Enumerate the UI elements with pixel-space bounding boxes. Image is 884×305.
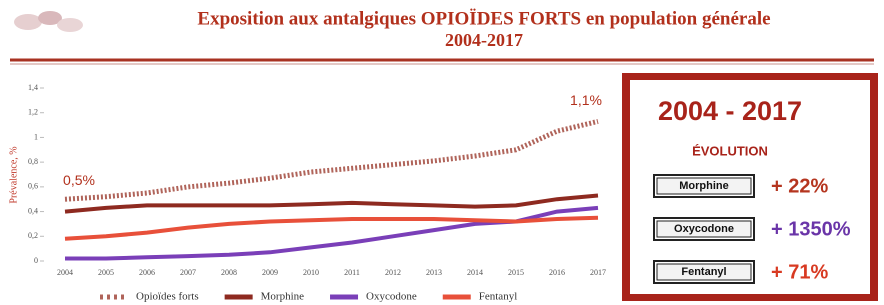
x-tick-label: 2010 [303,268,319,277]
annotation: 1,1% [570,92,602,108]
legend-label: Oxycodone [366,291,417,303]
panel-subtitle: ÉVOLUTION [692,143,768,158]
row-label: Morphine [679,180,729,192]
annotation: 0,5% [63,172,95,188]
y-tick-label: 1 [34,132,38,141]
row-change: + 1350% [771,218,851,240]
y-tick-label: 0,4 [28,206,38,215]
x-tick-label: 2007 [180,268,196,277]
chart-subtitle: 2004-2017 [445,30,523,50]
x-tick-label: 2008 [221,268,237,277]
pill-icons [14,11,83,32]
row-change: + 71% [771,261,828,283]
row-change: + 22% [771,175,828,197]
panel-title: 2004 - 2017 [658,96,802,126]
x-tick-label: 2012 [385,268,401,277]
y-tick-label: 0,6 [28,182,38,191]
x-tick-label: 2013 [426,268,442,277]
x-tick-label: 2011 [344,268,360,277]
chart: Exposition aux antalgiques OPIOÏDES FORT… [0,0,884,305]
legend-label: Fentanyl [479,291,518,303]
series-line [65,218,598,239]
y-tick-label: 1,4 [28,83,38,92]
x-tick-label: 2016 [549,268,565,277]
x-tick-label: 2005 [98,268,114,277]
x-tick-label: 2009 [262,268,278,277]
x-tick-label: 2017 [590,268,606,277]
row-label: Fentanyl [681,266,726,278]
legend-label: Morphine [261,291,305,303]
y-tick-label: 1,2 [28,108,38,117]
y-axis-label: Prévalence, % [8,146,19,203]
x-tick-label: 2006 [139,268,155,277]
x-tick-label: 2014 [467,268,483,277]
y-tick-label: 0 [34,256,38,265]
x-tick-label: 2015 [508,268,524,277]
y-tick-label: 0,2 [28,231,38,240]
series-line [65,196,598,212]
y-tick-label: 0,8 [28,157,38,166]
row-label: Oxycodone [674,223,734,235]
page: Exposition aux antalgiques OPIOÏDES FORT… [0,0,884,305]
legend-label: Opioïdes forts [136,291,199,303]
series-line [65,121,598,199]
chart-title: Exposition aux antalgiques OPIOÏDES FORT… [197,8,770,29]
x-tick-label: 2004 [57,268,73,277]
